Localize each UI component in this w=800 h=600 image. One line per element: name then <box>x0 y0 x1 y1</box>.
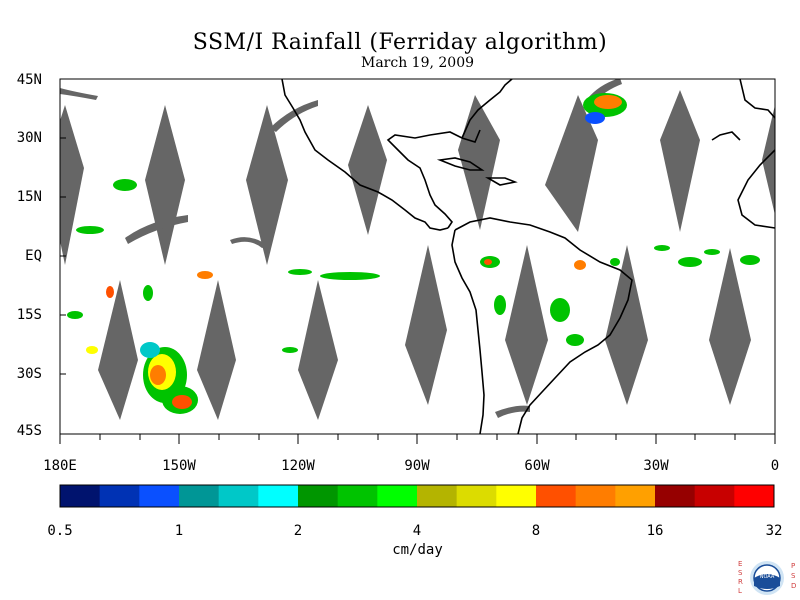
logo-right-letter-s: S <box>791 572 796 580</box>
rainfall-areas <box>67 93 760 414</box>
swath-gap <box>458 95 500 230</box>
colorbar <box>60 485 775 507</box>
y-tick-label: 15S <box>16 307 42 323</box>
swath-gap <box>762 105 775 215</box>
colorbar-swatch <box>694 485 735 507</box>
coastline-gulf <box>386 129 481 229</box>
swath-gap <box>348 105 387 235</box>
x-tick-label: 90W <box>404 458 430 474</box>
coastline-hispaniola <box>485 177 518 186</box>
colorbar-swatch <box>377 485 418 507</box>
coastline-east <box>461 79 513 139</box>
logo-left-letter-s: S <box>738 569 743 577</box>
swath-gap <box>605 245 648 405</box>
swath-gap <box>60 105 84 265</box>
x-tick-label: 180E <box>43 458 77 474</box>
coastline-iberia <box>711 131 741 141</box>
swath-gap <box>545 95 598 232</box>
swath-gaps <box>60 79 775 420</box>
colorbar-swatch <box>218 485 259 507</box>
coastline-cuba <box>436 157 485 171</box>
coastlines <box>281 79 775 434</box>
colorbar-swatch <box>456 485 497 507</box>
colorbar-tick-label: 4 <box>412 523 422 539</box>
x-tick-label: 30W <box>643 458 669 474</box>
colorbar-tick-label: 2 <box>293 523 303 539</box>
logo-center-text: NOAA <box>760 574 775 580</box>
swath-gap <box>246 105 288 265</box>
swath-gap <box>145 105 185 265</box>
rain-cluster-south-pacific <box>140 342 198 414</box>
coastline-northeast <box>739 79 775 119</box>
colorbar-swatch <box>179 485 220 507</box>
y-tick-label: 45N <box>16 72 42 88</box>
swath-gap <box>298 280 338 420</box>
y-tick-label: EQ <box>25 248 42 264</box>
colorbar-tick-label: 32 <box>765 523 783 539</box>
colorbar-swatch <box>99 485 140 507</box>
colorbar-tick-label: 1 <box>174 523 184 539</box>
swath-gap <box>709 248 751 405</box>
swath-gap <box>405 245 447 405</box>
y-tick-label: 15N <box>16 189 42 205</box>
colorbar-tick-label: 0.5 <box>47 523 73 539</box>
y-tick-label: 45S <box>16 423 42 439</box>
x-tick-label: 0 <box>770 458 780 474</box>
colorbar-swatch <box>536 485 577 507</box>
coastline-north-america-west <box>281 79 449 231</box>
swath-gap <box>660 90 700 232</box>
logo-left-letter-l: L <box>738 587 742 595</box>
swath-gap-arc <box>495 405 530 418</box>
colorbar-frame <box>59 484 775 508</box>
colorbar-swatch <box>655 485 696 507</box>
swath-gap <box>505 245 548 405</box>
logo-right-letter-d: D <box>791 582 796 590</box>
y-tick-label: 30N <box>16 130 42 146</box>
colorbar-tick-label: 16 <box>646 523 664 539</box>
colorbar-tick-label: 8 <box>531 523 541 539</box>
colorbar-swatch <box>298 485 339 507</box>
y-tick-label: 30S <box>16 366 42 382</box>
rain-cluster-north-atlantic <box>583 93 627 124</box>
rain-cluster-itcz <box>67 179 760 354</box>
swath-gap <box>197 280 236 420</box>
colorbar-swatch <box>575 485 616 507</box>
colorbar-swatch <box>337 485 378 507</box>
colorbar-swatch <box>734 485 775 507</box>
swath-gap-arc <box>125 215 188 244</box>
x-tick-label: 150W <box>162 458 196 474</box>
logo-left-letter-e: E <box>738 560 742 568</box>
coastline-south-america <box>454 217 633 434</box>
colorbar-swatch <box>417 485 458 507</box>
swath-gap-arc <box>270 100 318 132</box>
colorbar-swatch <box>60 485 101 507</box>
swath-gap <box>98 280 138 420</box>
coastline-africa <box>737 149 775 229</box>
colorbar-swatch <box>615 485 656 507</box>
axis-ticks <box>59 78 776 444</box>
chart-date: March 19, 2009 <box>360 55 475 71</box>
swath-gap-arc <box>230 237 268 248</box>
logo-left-letter-r: R <box>738 578 743 586</box>
noaa-logo: E S R L P S D NOAA <box>738 560 796 595</box>
x-tick-label: 60W <box>524 458 550 474</box>
colorbar-units: cm/day <box>392 542 443 558</box>
rain-cluster-south-america <box>480 256 620 346</box>
coastline-south-america-west <box>451 229 485 434</box>
colorbar-swatch <box>496 485 537 507</box>
x-tick-label: 120W <box>281 458 315 474</box>
logo-right-letter-p: P <box>791 562 795 570</box>
swath-gap-arc <box>60 88 98 100</box>
chart-title: SSM/I Rainfall (Ferriday algorithm) <box>192 30 608 55</box>
colorbar-swatch <box>139 485 180 507</box>
colorbar-swatch <box>258 485 299 507</box>
